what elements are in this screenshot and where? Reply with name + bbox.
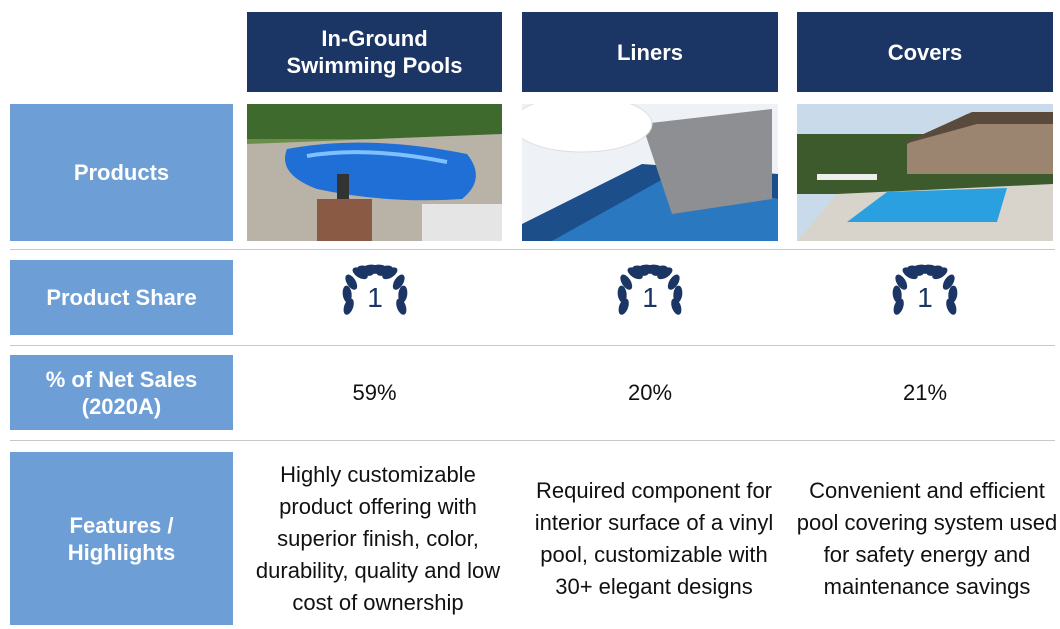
laurel-leaf	[667, 274, 680, 290]
features-cell: Required component for interior surface …	[534, 477, 774, 599]
laurel-leaf	[657, 266, 673, 279]
laurel-leaf	[344, 274, 357, 290]
laurel-leaf	[902, 266, 918, 279]
laurel-icon: 1	[892, 264, 958, 315]
column-header: Liners	[522, 12, 778, 92]
laurel-leaf	[618, 297, 629, 315]
laurel-leaf	[368, 264, 386, 274]
laurel-leaf	[381, 266, 397, 279]
laurel-leaf	[942, 274, 955, 290]
laurel-leaf	[627, 266, 643, 279]
laurel-leaf	[919, 264, 937, 274]
laurel-leaf	[893, 297, 904, 315]
column-header: In-Ground Swimming Pools	[247, 12, 502, 92]
laurel-leaf	[644, 264, 662, 274]
laurel-icon: 1	[342, 264, 407, 315]
rank-cell: 1	[522, 260, 778, 335]
sales-cell: 20%	[627, 379, 673, 405]
separator	[10, 440, 1055, 441]
separator	[10, 249, 1055, 250]
rank-number: 1	[367, 282, 383, 313]
features-cell: Highly customizable product offering wit…	[255, 461, 501, 615]
laurel-leaf	[343, 297, 354, 315]
rank-number: 1	[917, 282, 933, 313]
laurel-leaf	[617, 285, 627, 303]
laurel-leaf	[352, 266, 368, 279]
laurel-leaf	[895, 274, 908, 290]
row-label: Features / Highlights	[10, 452, 233, 625]
column-header: Covers	[797, 12, 1053, 92]
laurel-leaf	[356, 265, 374, 276]
laurel-leaf	[892, 285, 902, 303]
covers-image	[797, 104, 1053, 241]
laurel-leaf	[392, 274, 405, 290]
laurel-leaf	[907, 265, 924, 276]
laurel-leaf	[671, 297, 682, 315]
laurel-leaf	[397, 285, 407, 303]
rank-cell: 1	[247, 260, 502, 335]
laurel-icon: 1	[617, 264, 683, 315]
pool-image	[247, 104, 502, 241]
laurel-leaf	[946, 297, 957, 315]
laurel-leaf	[632, 265, 649, 276]
row-label: Product Share	[10, 260, 233, 335]
laurel-leaf	[395, 297, 406, 315]
rank-number: 1	[642, 282, 658, 313]
row-label: % of Net Sales (2020A)	[10, 355, 233, 430]
laurel-leaf	[932, 266, 948, 279]
sales-cell: 59%	[352, 379, 397, 405]
separator	[10, 345, 1055, 346]
liners-image	[522, 104, 778, 241]
laurel-leaf	[342, 285, 352, 303]
laurel-leaf	[948, 285, 958, 303]
features-cell: Convenient and efficient pool covering s…	[796, 477, 1058, 599]
row-label: Products	[10, 104, 233, 241]
laurel-leaf	[620, 274, 633, 290]
laurel-leaf	[673, 285, 683, 303]
rank-cell: 1	[797, 260, 1053, 335]
sales-cell: 21%	[902, 379, 948, 405]
